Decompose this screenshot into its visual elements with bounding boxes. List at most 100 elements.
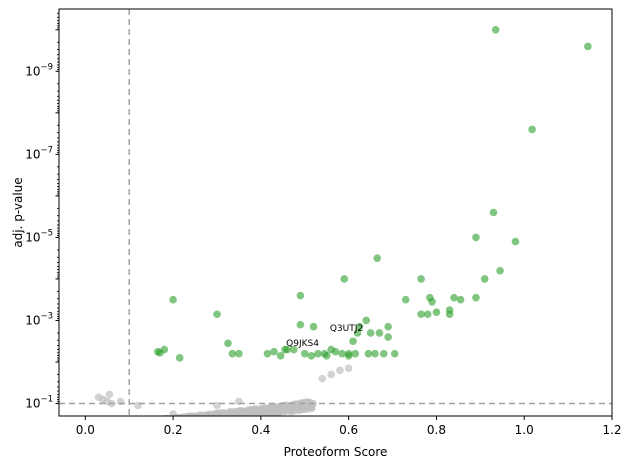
scatter-point-nonsignificant bbox=[142, 417, 150, 425]
scatter-point-nonsignificant bbox=[162, 415, 167, 416]
scatter-point-nonsignificant bbox=[110, 423, 118, 431]
scatter-point-nonsignificant bbox=[129, 422, 137, 430]
scatter-point-nonsignificant bbox=[98, 421, 106, 429]
scatter-point-nonsignificant bbox=[113, 422, 121, 430]
scatter-point-nonsignificant bbox=[163, 415, 168, 416]
scatter-point-significant bbox=[456, 295, 465, 304]
scatter-point-nonsignificant bbox=[99, 426, 107, 434]
scatter-point-nonsignificant bbox=[115, 421, 123, 429]
scatter-point-nonsignificant bbox=[203, 416, 211, 424]
scatter-point-nonsignificant bbox=[140, 421, 148, 429]
scatter-point-nonsignificant bbox=[136, 420, 144, 428]
scatter-point-nonsignificant bbox=[96, 425, 104, 433]
scatter-point-nonsignificant bbox=[118, 425, 126, 433]
scatter-point-nonsignificant bbox=[105, 422, 113, 430]
scatter-point-nonsignificant bbox=[109, 421, 117, 429]
scatter-point-nonsignificant bbox=[120, 419, 128, 427]
scatter-point-nonsignificant bbox=[114, 423, 122, 431]
scatter-point-nonsignificant bbox=[97, 427, 105, 435]
scatter-point-nonsignificant bbox=[100, 421, 108, 429]
scatter-point-nonsignificant bbox=[202, 415, 204, 416]
scatter-point-nonsignificant bbox=[136, 422, 144, 430]
scatter-point-nonsignificant bbox=[132, 423, 140, 431]
scatter-point-nonsignificant bbox=[117, 426, 125, 434]
scatter-point-nonsignificant bbox=[99, 422, 107, 430]
scatter-point-nonsignificant bbox=[208, 415, 211, 416]
scatter-point-nonsignificant bbox=[152, 420, 160, 428]
scatter-point-nonsignificant bbox=[182, 415, 187, 416]
scatter-point-nonsignificant bbox=[192, 415, 196, 416]
scatter-point-nonsignificant bbox=[134, 421, 142, 429]
scatter-point-significant bbox=[366, 329, 375, 337]
scatter-point-nonsignificant bbox=[122, 420, 130, 428]
scatter-point-nonsignificant bbox=[139, 419, 147, 427]
scatter-point-nonsignificant bbox=[197, 418, 205, 426]
scatter-point-nonsignificant bbox=[114, 423, 122, 431]
scatter-point-nonsignificant bbox=[143, 422, 151, 430]
scatter-point-nonsignificant bbox=[112, 422, 120, 430]
scatter-point-significant bbox=[472, 293, 480, 302]
scatter-point-nonsignificant bbox=[208, 416, 216, 424]
scatter-point-nonsignificant bbox=[96, 426, 104, 434]
scatter-point-nonsignificant bbox=[109, 421, 117, 429]
scatter-point-significant bbox=[384, 322, 392, 331]
scatter-point-nonsignificant bbox=[125, 422, 133, 430]
scatter-point-nonsignificant bbox=[152, 420, 160, 428]
scatter-point-nonsignificant bbox=[148, 421, 156, 429]
scatter-point-nonsignificant bbox=[110, 423, 118, 431]
scatter-point-nonsignificant bbox=[100, 420, 108, 428]
scatter-point-nonsignificant bbox=[104, 426, 112, 434]
scatter-point-nonsignificant bbox=[139, 424, 147, 432]
y-tick-label: 10−9 bbox=[25, 62, 53, 78]
scatter-point-nonsignificant bbox=[106, 425, 114, 433]
scatter-point-nonsignificant bbox=[125, 423, 133, 431]
scatter-point-nonsignificant bbox=[104, 424, 112, 432]
scatter-point-nonsignificant bbox=[145, 420, 153, 428]
scatter-point-nonsignificant bbox=[132, 423, 140, 431]
scatter-point-nonsignificant bbox=[121, 423, 129, 431]
scatter-point-nonsignificant bbox=[116, 426, 124, 434]
scatter-point-nonsignificant bbox=[117, 421, 125, 429]
scatter-point-nonsignificant bbox=[121, 424, 129, 432]
scatter-point-nonsignificant bbox=[133, 423, 141, 431]
scatter-point-nonsignificant bbox=[107, 420, 115, 428]
scatter-point-nonsignificant bbox=[155, 420, 163, 428]
scatter-point-nonsignificant bbox=[122, 424, 130, 432]
scatter-point-nonsignificant bbox=[138, 422, 146, 430]
scatter-point-nonsignificant bbox=[129, 425, 137, 433]
scatter-point-nonsignificant bbox=[153, 422, 161, 430]
scatter-point-nonsignificant bbox=[107, 421, 115, 429]
x-axis: 0.0 0.2 0.4 0.6 0.8 1.0 1.2 bbox=[76, 416, 622, 437]
scatter-point-nonsignificant bbox=[138, 423, 146, 431]
scatter-point-nonsignificant bbox=[108, 427, 116, 435]
scatter-point-nonsignificant bbox=[97, 426, 105, 434]
scatter-point-nonsignificant bbox=[94, 427, 102, 435]
scatter-point-nonsignificant bbox=[95, 421, 103, 429]
scatter-point-nonsignificant bbox=[179, 413, 187, 416]
scatter-point-nonsignificant bbox=[103, 422, 111, 430]
scatter-point-nonsignificant bbox=[203, 417, 211, 425]
scatter-point-nonsignificant bbox=[132, 420, 140, 428]
scatter-point-nonsignificant bbox=[147, 422, 155, 430]
scatter-point-nonsignificant bbox=[139, 419, 147, 427]
scatter-point-nonsignificant bbox=[134, 421, 142, 429]
scatter-point-nonsignificant bbox=[95, 423, 103, 431]
scatter-point-significant bbox=[491, 25, 500, 34]
scatter-point-nonsignificant bbox=[102, 427, 110, 435]
scatter-point-nonsignificant bbox=[245, 412, 253, 416]
scatter-point-nonsignificant bbox=[157, 415, 160, 416]
scatter-point-nonsignificant bbox=[124, 419, 132, 427]
scatter-point-nonsignificant bbox=[127, 420, 135, 428]
scatter-point-nonsignificant bbox=[149, 419, 157, 427]
scatter-point-nonsignificant bbox=[146, 421, 154, 429]
scatter-point-nonsignificant bbox=[154, 419, 162, 427]
scatter-point-nonsignificant bbox=[189, 418, 197, 426]
scatter-point-nonsignificant bbox=[130, 424, 138, 432]
scatter-point-nonsignificant bbox=[133, 422, 141, 430]
scatter-point-nonsignificant bbox=[109, 426, 117, 434]
scatter-point-nonsignificant bbox=[109, 423, 117, 431]
scatter-point-nonsignificant bbox=[153, 421, 161, 429]
scatter-point-significant bbox=[296, 291, 305, 300]
scatter-point-nonsignificant bbox=[133, 418, 141, 426]
point-annotation: Q3UTJ2 bbox=[330, 324, 363, 334]
